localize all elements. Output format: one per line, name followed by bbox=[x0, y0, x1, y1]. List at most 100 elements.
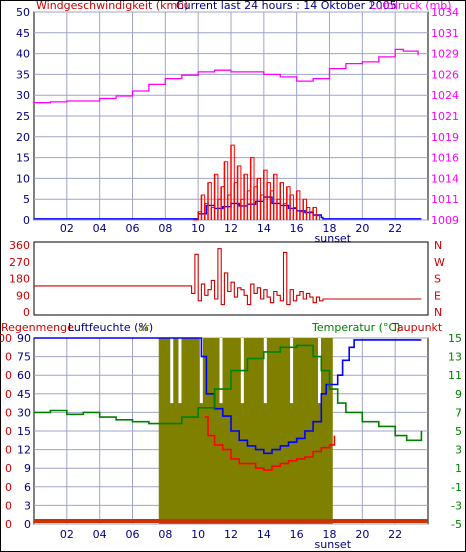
direction-tick-label: 270 bbox=[9, 256, 30, 269]
sunset-label: sunset bbox=[315, 538, 352, 551]
wind-axis-label: Windgeschwindigkeit (kmh) bbox=[36, 0, 188, 12]
wind-tick-label: 35 bbox=[16, 68, 30, 81]
time-tick-label: 10 bbox=[191, 528, 205, 541]
humidity-tick-label: 6 bbox=[24, 481, 31, 494]
rain-tick-label: 0 bbox=[5, 462, 12, 475]
temperature-tick-label: -3 bbox=[451, 499, 462, 512]
time-tick-label: 16 bbox=[290, 222, 304, 235]
time-tick-label: 06 bbox=[126, 528, 140, 541]
compass-label: N bbox=[434, 306, 442, 319]
temperature-tick-label: 13 bbox=[448, 351, 462, 364]
panel2-marks bbox=[34, 248, 422, 306]
panel2-frame bbox=[33, 241, 429, 316]
humidity-axis-label-suffix: ar bbox=[138, 321, 150, 334]
temperature-tick-label: -1 bbox=[451, 481, 462, 494]
time-tick-label: 22 bbox=[388, 222, 402, 235]
time-tick-label: 12 bbox=[224, 222, 238, 235]
humidity-tick-label: 30 bbox=[17, 406, 31, 419]
rain-tick-label: 0 bbox=[5, 369, 12, 382]
rain-gap bbox=[318, 338, 322, 404]
time-tick-label: 04 bbox=[93, 222, 107, 235]
time-tick-label: 18 bbox=[323, 528, 337, 541]
compass-label: S bbox=[434, 273, 441, 286]
wind-tick-label: 15 bbox=[16, 152, 30, 165]
humidity-tick-label: 60 bbox=[17, 369, 31, 382]
temperature-tick-label: 5 bbox=[455, 425, 462, 438]
time-tick-label: 06 bbox=[126, 222, 140, 235]
time-tick-label: 12 bbox=[224, 528, 238, 541]
humidity-tick-label: 3 bbox=[24, 499, 31, 512]
wind-direction-line bbox=[34, 248, 422, 306]
time-tick-label: 16 bbox=[290, 528, 304, 541]
wind-tick-label: 40 bbox=[16, 48, 30, 61]
rain-gap bbox=[170, 338, 174, 404]
time-tick-label: 04 bbox=[93, 528, 107, 541]
time-tick-label: 08 bbox=[158, 528, 172, 541]
pressure-tick-label: 1029 bbox=[431, 48, 459, 61]
rain-gap bbox=[219, 338, 223, 404]
time-tick-label: 08 bbox=[158, 222, 172, 235]
time-tick-label: 22 bbox=[388, 528, 402, 541]
panel1-left-ticks: 0 5 10 15 20 25 30 35 40 45 50 bbox=[16, 6, 30, 227]
time-tick-label: 20 bbox=[355, 222, 369, 235]
pressure-tick-label: 1009 bbox=[431, 214, 459, 227]
rain-gap bbox=[263, 338, 267, 404]
panel3-rain-ticks: 0 0 0 0 0 0 0 0 0 0 100 bbox=[0, 332, 12, 531]
direction-tick-label: 0 bbox=[23, 306, 30, 319]
panel2-left-ticks: 0 90 180 270 360 bbox=[9, 239, 30, 319]
humidity-tick-label: 12 bbox=[17, 444, 31, 457]
panel1-right-ticks: 1009 1011 1014 1016 1019 1021 1024 1026 1029 1031… bbox=[431, 6, 459, 227]
temperature-tick-label: 11 bbox=[448, 369, 462, 382]
panel3-humidity-ticks: 0 3 6 9 12 15 30 45 60 75 90 bbox=[17, 332, 31, 531]
rain-tick-label: 0 bbox=[5, 388, 12, 401]
panel1-grid bbox=[34, 11, 428, 221]
direction-tick-label: 180 bbox=[9, 273, 30, 286]
temperature-line bbox=[34, 344, 423, 442]
pressure-tick-label: 1019 bbox=[431, 131, 459, 144]
temperature-tick-label: 1 bbox=[455, 462, 462, 475]
rain-tick-label: 100 bbox=[0, 332, 12, 345]
rain-gap bbox=[290, 338, 294, 404]
chart-title: Current last 24 hours : 14 Oktober 2005 bbox=[176, 0, 397, 12]
panel3-x-ticks: 02 04 06 08 10 12 14 16 18 20 22 sunset bbox=[60, 528, 402, 551]
rain-tick-label: 0 bbox=[5, 351, 12, 364]
time-tick-label: 02 bbox=[60, 222, 74, 235]
pressure-tick-label: 1031 bbox=[431, 27, 459, 40]
wind-tick-label: 45 bbox=[16, 27, 30, 40]
time-tick-label: 18 bbox=[323, 222, 337, 235]
rain-baseline-bar bbox=[34, 519, 428, 523]
direction-tick-label: 360 bbox=[9, 239, 30, 252]
wind-tick-label: 0 bbox=[23, 214, 30, 227]
dewpoint-axis-label: Taupunkt bbox=[391, 321, 443, 334]
wind-tick-label: 20 bbox=[16, 131, 30, 144]
humidity-line bbox=[34, 337, 422, 455]
temperature-tick-label: 15 bbox=[448, 332, 462, 345]
humidity-tick-label: 45 bbox=[17, 388, 31, 401]
time-tick-label: 02 bbox=[60, 528, 74, 541]
humidity-tick-label: 9 bbox=[24, 462, 31, 475]
time-tick-label: 10 bbox=[191, 222, 205, 235]
rain-area bbox=[158, 338, 333, 524]
temperature-axis-label: Temperatur (°C) bbox=[311, 321, 400, 334]
time-tick-label: 14 bbox=[257, 222, 271, 235]
pressure-line bbox=[34, 48, 419, 104]
humidity-tick-label: 15 bbox=[17, 425, 31, 438]
pressure-tick-label: 1024 bbox=[431, 89, 459, 102]
wind-tick-label: 30 bbox=[16, 89, 30, 102]
humidity-tick-label: 0 bbox=[24, 518, 31, 531]
temperature-tick-label: -5 bbox=[451, 518, 462, 531]
pressure-tick-label: 1034 bbox=[431, 6, 459, 19]
compass-label: E bbox=[434, 289, 441, 302]
temperature-tick-label: 3 bbox=[455, 444, 462, 457]
rain-gap bbox=[178, 338, 182, 404]
dewpoint-line bbox=[204, 416, 336, 471]
pressure-tick-label: 1021 bbox=[431, 110, 459, 123]
rain-tick-label: 0 bbox=[5, 481, 12, 494]
humidity-axis-label: Luftfeuchte (%) bbox=[68, 321, 153, 334]
humidity-tick-label: 75 bbox=[17, 351, 31, 364]
